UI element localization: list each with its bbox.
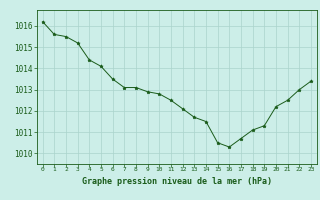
X-axis label: Graphe pression niveau de la mer (hPa): Graphe pression niveau de la mer (hPa) (82, 177, 272, 186)
